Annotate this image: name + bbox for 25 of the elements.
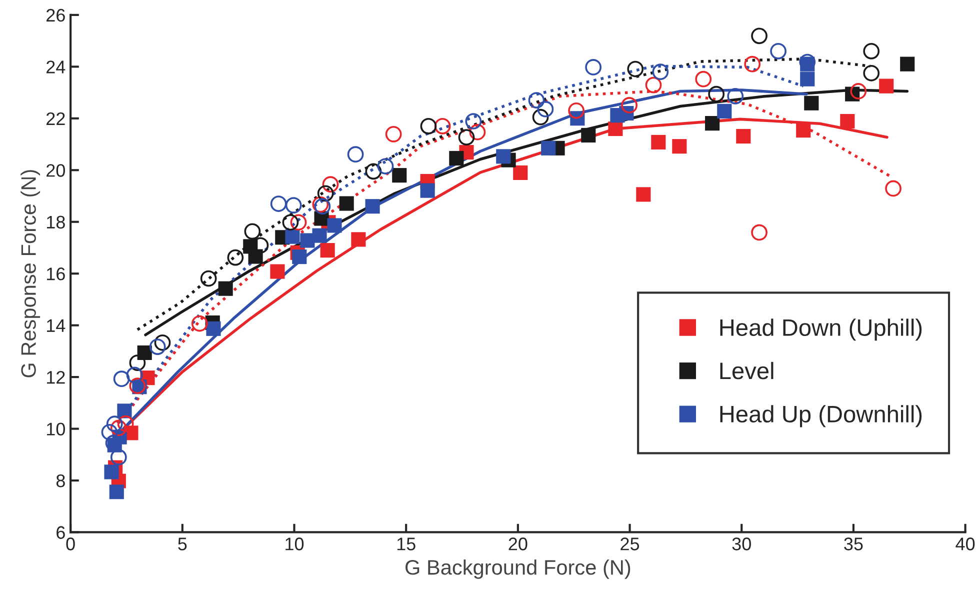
y-tick-label: 10 [46,422,65,436]
y-tick-label: 20 [46,164,65,177]
y-tick-label: 12 [46,370,65,384]
legend-label: Head Down (Uphill) [720,318,922,341]
y-tick-label: 14 [46,319,66,332]
x-tick-label: 40 [956,538,975,550]
x-tick-label: 35 [844,538,863,550]
y-tick-label: 8 [56,474,65,488]
x-tick-label: 5 [178,538,187,550]
y-tick-label: 22 [46,112,65,125]
y-tick-label: 26 [46,8,65,22]
legend-label: Level [720,362,774,380]
x-tick-label: 25 [620,538,640,550]
legend-label: Head Up (Downhill) [720,405,922,428]
y-tick-label: 6 [56,526,65,539]
x-tick-label: 15 [397,538,416,550]
x-tick-label: 10 [286,538,304,550]
x-tick-label: 0 [66,538,75,550]
x-tick-label: 20 [508,538,528,550]
y-tick-label: 18 [46,216,65,229]
y-tick-label: 24 [46,60,66,74]
y-tick-label: 16 [46,268,65,280]
y-axis-title: G Response Force (N) [20,170,40,378]
x-axis-title: G Background Force (N) [406,559,630,579]
x-tick-label: 30 [732,538,751,550]
